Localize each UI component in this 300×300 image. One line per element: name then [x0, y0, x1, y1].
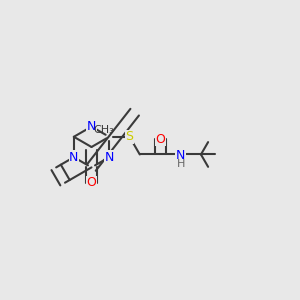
Text: CH₃: CH₃ — [93, 125, 114, 135]
Text: O: O — [155, 133, 165, 146]
Text: S: S — [126, 130, 134, 143]
Text: N: N — [87, 120, 96, 133]
Text: N: N — [176, 149, 185, 163]
Text: N: N — [104, 151, 114, 164]
Text: N: N — [69, 151, 79, 164]
Text: H: H — [176, 159, 185, 170]
Text: O: O — [87, 176, 96, 189]
